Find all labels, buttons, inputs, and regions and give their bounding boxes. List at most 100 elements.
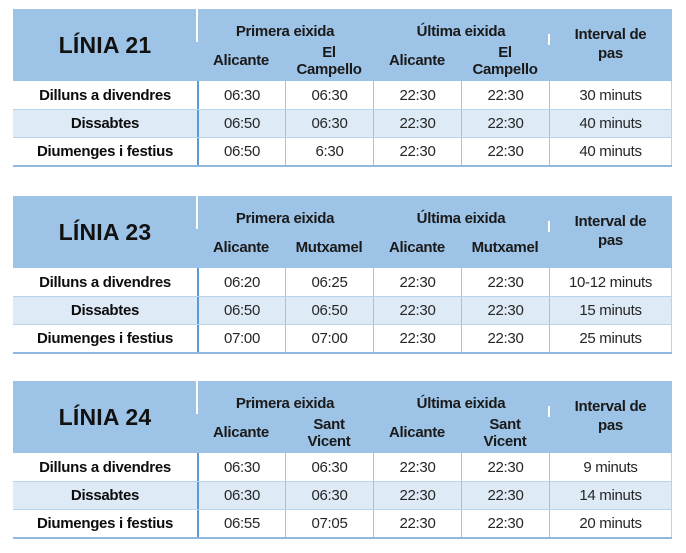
interval-cell: 9 minuts [549,453,672,481]
stop-header-alicante: Alicante [389,239,445,257]
interval-header: Interval de pas [574,398,647,434]
table-header: LÍNIA 24 Primera eixida Última eixida In… [13,381,672,453]
time-cell: 22:30 [461,510,549,537]
stop-header-alicante: Alicante [389,52,445,70]
row-label: Diumenges i festius [36,143,173,160]
time-cell: 06:50 [197,297,285,324]
line-title: LÍNIA 23 [58,218,152,245]
time-cell: 06:30 [285,110,373,137]
stop-header-alicante: Alicante [213,52,269,70]
time-cell: 22:30 [461,110,549,137]
timetable-linia-23: LÍNIA 23 Primera eixida Última eixida In… [13,196,672,354]
time-cell: 06:55 [197,510,285,537]
table-row-weekdays: Dilluns a divendres 06:30 06:30 22:30 22… [13,81,672,109]
time-cell: 06:30 [285,81,373,109]
group-header-ultima-eixida: Última eixida [416,395,506,412]
row-label: Dilluns a divendres [39,273,171,291]
header-divider-tick [548,34,550,45]
time-cell: 06:50 [285,297,373,324]
time-cell: 06:30 [285,453,373,481]
time-cell: 06:30 [197,453,285,481]
time-cell: 22:30 [373,138,461,165]
stop-header-sant-vicent: Sant Vicent [307,415,351,450]
time-cell: 06:50 [197,110,285,137]
time-cell: 22:30 [461,325,549,352]
stop-header-mutxamel: Mutxamel [295,239,363,257]
time-cell: 22:30 [373,268,461,296]
table-row-saturdays: Dissabtes 06:50 06:50 22:30 22:30 15 min… [13,296,672,324]
row-label: Dissabtes [70,302,140,319]
time-cell: 07:00 [197,325,285,352]
time-cell: 22:30 [373,510,461,537]
table-body: Dilluns a divendres 06:30 06:30 22:30 22… [13,81,672,167]
time-cell: 07:00 [285,325,373,352]
line-title: LÍNIA 21 [58,31,152,58]
interval-cell: 40 minuts [549,110,672,137]
stop-header-mutxamel: Mutxamel [471,239,539,257]
table-row-sundays: Diumenges i festius 07:00 07:00 22:30 22… [13,324,672,352]
group-header-primera-eixida: Primera eixida [235,210,335,227]
table-header: LÍNIA 21 Primera eixida Última eixida In… [13,9,672,81]
time-cell: 22:30 [373,110,461,137]
time-cell: 22:30 [461,482,549,509]
interval-header: Interval de pas [574,26,647,62]
table-row-sundays: Diumenges i festius 06:55 07:05 22:30 22… [13,509,672,537]
interval-cell: 20 minuts [549,510,672,537]
time-cell: 22:30 [461,297,549,324]
stop-header-el-campello: El Campello [472,43,538,78]
time-cell: 06:20 [197,268,285,296]
row-label: Diumenges i festius [36,515,173,532]
interval-header: Interval de pas [574,213,647,249]
group-header-ultima-eixida: Última eixida [416,23,506,40]
header-divider [196,196,198,229]
header-divider [196,9,198,42]
time-cell: 06:25 [285,268,373,296]
table-header: LÍNIA 23 Primera eixida Última eixida In… [13,196,672,268]
header-divider-tick [548,406,550,417]
stop-header-alicante: Alicante [213,239,269,257]
time-cell: 22:30 [461,453,549,481]
group-header-primera-eixida: Primera eixida [235,23,335,40]
time-cell: 22:30 [373,297,461,324]
row-label: Diumenges i festius [36,330,173,347]
table-row-weekdays: Dilluns a divendres 06:20 06:25 22:30 22… [13,268,672,296]
table-row-saturdays: Dissabtes 06:30 06:30 22:30 22:30 14 min… [13,481,672,509]
timetable-linia-21: LÍNIA 21 Primera eixida Última eixida In… [13,9,672,167]
header-divider [196,381,198,414]
line-title: LÍNIA 24 [58,403,152,430]
table-body: Dilluns a divendres 06:20 06:25 22:30 22… [13,268,672,354]
time-cell: 22:30 [373,325,461,352]
group-header-ultima-eixida: Última eixida [416,210,506,227]
interval-cell: 40 minuts [549,138,672,165]
time-cell: 22:30 [461,138,549,165]
table-body: Dilluns a divendres 06:30 06:30 22:30 22… [13,453,672,539]
time-cell: 6:30 [285,138,373,165]
interval-cell: 10-12 minuts [549,268,672,296]
time-cell: 06:30 [197,482,285,509]
time-cell: 06:50 [197,138,285,165]
row-label: Dilluns a divendres [39,458,171,476]
row-label: Dissabtes [70,487,140,504]
row-label: Dissabtes [70,115,140,132]
table-row-saturdays: Dissabtes 06:50 06:30 22:30 22:30 40 min… [13,109,672,137]
table-row-sundays: Diumenges i festius 06:50 6:30 22:30 22:… [13,137,672,165]
time-cell: 22:30 [373,453,461,481]
row-label: Dilluns a divendres [39,86,171,104]
time-cell: 06:30 [197,81,285,109]
time-cell: 06:30 [285,482,373,509]
time-cell: 22:30 [461,81,549,109]
interval-cell: 14 minuts [549,482,672,509]
header-divider-tick [548,221,550,232]
interval-cell: 30 minuts [549,81,672,109]
stop-header-sant-vicent: Sant Vicent [483,415,527,450]
timetable-linia-24: LÍNIA 24 Primera eixida Última eixida In… [13,381,672,539]
stop-header-alicante: Alicante [213,424,269,442]
stop-header-alicante: Alicante [389,424,445,442]
table-row-weekdays: Dilluns a divendres 06:30 06:30 22:30 22… [13,453,672,481]
time-cell: 07:05 [285,510,373,537]
time-cell: 22:30 [373,482,461,509]
interval-cell: 15 minuts [549,297,672,324]
group-header-primera-eixida: Primera eixida [235,395,335,412]
interval-cell: 25 minuts [549,325,672,352]
time-cell: 22:30 [461,268,549,296]
